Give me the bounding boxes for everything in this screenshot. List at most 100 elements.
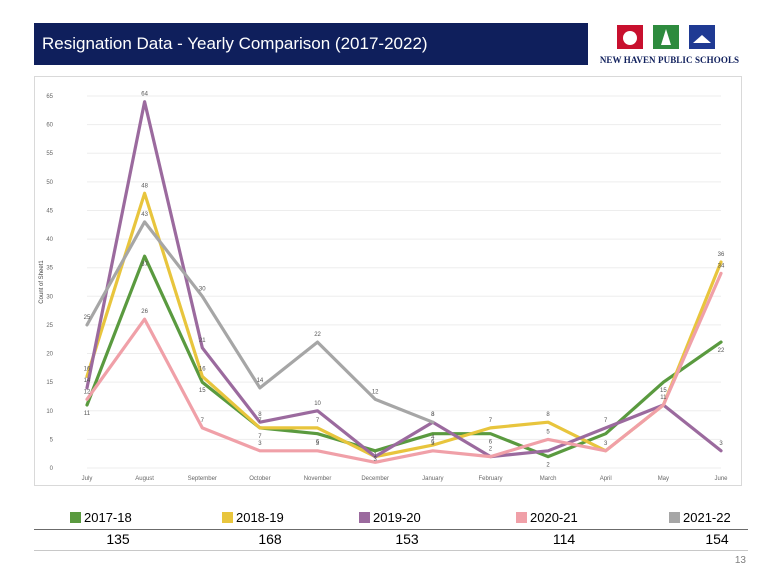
legend-swatch (70, 512, 81, 523)
data-label: 3 (316, 441, 320, 447)
data-label: 22 (718, 348, 725, 354)
total-2019-20: 153 (395, 531, 419, 547)
data-label: 11 (660, 395, 667, 401)
legend-item-2019-20: 2019-20 (359, 510, 421, 525)
legend-item-2021-22: 2021-22 (669, 510, 731, 525)
data-label: 26 (141, 309, 148, 315)
x-tick-label: November (304, 476, 332, 482)
total-2018-19: 168 (258, 531, 282, 547)
data-label: 14 (257, 378, 264, 384)
y-tick-label: 15 (46, 380, 53, 386)
data-label: 8 (431, 412, 435, 418)
y-axis-label: Count of Sheet1 (39, 260, 45, 304)
data-label: 6 (431, 440, 435, 446)
data-label: 5 (546, 429, 550, 435)
legend-item-2020-21: 2020-21 (516, 510, 578, 525)
data-label: 12 (372, 389, 379, 395)
series-line-2020-21 (85, 271, 723, 464)
legend-label: 2018-19 (236, 510, 284, 525)
data-label: 16 (199, 366, 206, 372)
data-label: 3 (258, 441, 262, 447)
legend-swatch (669, 512, 680, 523)
data-label: 4 (431, 435, 435, 441)
y-tick-label: 45 (46, 208, 53, 214)
data-label: 11 (84, 411, 91, 417)
legend-divider (34, 529, 748, 530)
legend-swatch (222, 512, 233, 523)
data-label: 3 (719, 441, 723, 447)
data-label: 25 (84, 315, 91, 321)
chart-frame: 0 5 10 15 20 25 30 35 40 45 50 55 60 65 Count of Sheet… (34, 76, 742, 486)
data-label: 10 (314, 401, 321, 407)
x-tick-label: January (422, 476, 443, 482)
legend-swatch (516, 512, 527, 523)
y-tick-label: 35 (46, 266, 53, 272)
legend-swatch (359, 512, 370, 523)
legend-item-2017-18: 2017-18 (70, 510, 132, 525)
data-label: 36 (718, 252, 725, 258)
data-label: 14 (84, 378, 91, 384)
data-label: 2 (489, 447, 493, 453)
total-2021-22: 154 (705, 531, 729, 547)
page-number: 13 (734, 555, 746, 566)
totals-row: 135 168 153 114 154 (34, 531, 748, 551)
total-2020-21: 114 (552, 531, 576, 547)
x-tick-label: June (714, 476, 728, 482)
data-label: 64 (141, 92, 148, 98)
y-tick-label: 50 (46, 180, 53, 186)
legend-item-2018-19: 2018-19 (222, 510, 284, 525)
data-label: 8 (258, 412, 262, 418)
legend-label: 2020-21 (530, 510, 578, 525)
data-label: 8 (431, 412, 435, 418)
data-label: 3 (374, 457, 378, 463)
x-tick-label: August (135, 476, 154, 482)
data-label: 7 (604, 418, 608, 424)
legend-label: 2021-22 (683, 510, 731, 525)
x-tick-label: April (600, 476, 612, 482)
series-line-2017-18 (85, 254, 723, 459)
data-label: 7 (258, 418, 262, 424)
data-label: 34 (718, 263, 725, 269)
data-label: 7 (316, 418, 320, 424)
totals-divider (34, 550, 748, 551)
y-tick-label: 5 (50, 437, 54, 443)
y-tick-label: 30 (46, 294, 53, 300)
slide-title-bar: Resignation Data - Yearly Comparison (20… (34, 23, 588, 65)
logo-icons (617, 25, 715, 49)
series-line-2021-22 (85, 220, 435, 424)
legend: 2017-18 2018-19 2019-20 2020-21 2021-22 (34, 510, 748, 530)
y-tick-label: 55 (46, 151, 53, 157)
slide-title: Resignation Data - Yearly Comparison (20… (42, 34, 428, 53)
legend-label: 2019-20 (373, 510, 421, 525)
data-label: 43 (141, 212, 148, 218)
data-label: 3 (604, 441, 608, 447)
school-logo: NEW HAVEN PUBLIC SCHOOLS (597, 23, 742, 68)
x-tick-label: February (478, 476, 502, 482)
data-label: 48 (141, 183, 148, 189)
y-tick-label: 0 (50, 466, 54, 472)
x-tick-label: March (540, 476, 557, 482)
y-tick-label: 65 (46, 94, 53, 100)
series-line-2019-20 (85, 100, 723, 459)
y-tick-label: 10 (46, 409, 53, 415)
x-tick-label: October (249, 476, 270, 482)
data-label: 8 (546, 412, 550, 418)
x-tick-label: May (658, 476, 669, 482)
data-label: 7 (201, 418, 205, 424)
data-label: 7 (489, 418, 493, 424)
y-tick-label: 40 (46, 237, 53, 243)
y-tick-label: 25 (46, 323, 53, 329)
total-2017-18: 135 (106, 531, 130, 547)
logo-text: NEW HAVEN PUBLIC SCHOOLS (599, 55, 740, 65)
data-label: 30 (199, 286, 206, 292)
data-label: 3 (431, 441, 435, 447)
data-label: 16 (84, 366, 91, 372)
data-label: 37 (141, 262, 148, 268)
legend-label: 2017-18 (84, 510, 132, 525)
x-tick-label: September (188, 476, 217, 482)
y-tick-label: 60 (46, 123, 53, 129)
data-label: 2 (546, 463, 550, 469)
data-label: 6 (316, 440, 320, 446)
data-label: 12 (84, 389, 91, 395)
